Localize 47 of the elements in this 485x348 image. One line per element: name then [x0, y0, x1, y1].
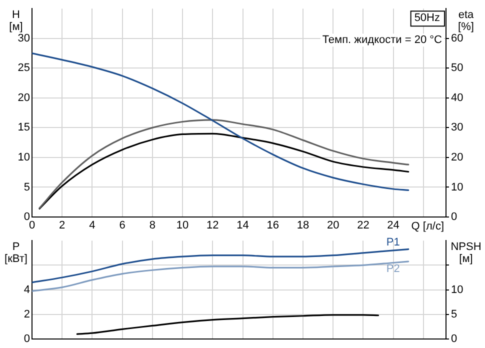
y2-tick-label: 20 [451, 151, 464, 164]
series-label: P2 [386, 263, 400, 276]
x-tick-label: 16 [266, 220, 279, 232]
x-tick-label: 12 [206, 220, 219, 232]
line-series [32, 52, 410, 192]
x-tick-label: 20 [326, 220, 340, 232]
line-series [32, 260, 410, 292]
line-series [76, 314, 380, 335]
y2-tick-label: 50 [451, 62, 464, 74]
x-tick-label: 18 [296, 220, 310, 232]
x-tick-label: 10 [176, 220, 189, 232]
annotation: Темп. жидкости = 20 °C [322, 34, 442, 46]
x-tick-label: 4 [89, 220, 96, 232]
y-axis-title: P [кВт] [4, 241, 28, 266]
y2-axis-title: eta [%] [458, 9, 475, 34]
y2-tick-label: 5 [451, 308, 458, 320]
line-series [38, 119, 410, 209]
y-axis-title: H [м] [9, 9, 23, 34]
y-tick-label: 4 [24, 284, 30, 296]
y-tick-label: 25 [18, 62, 30, 74]
y-tick-label: 15 [18, 122, 30, 134]
x-tick-label: 2 [59, 220, 66, 232]
x-tick-label: 14 [236, 220, 249, 232]
series-label: P1 [386, 236, 400, 249]
y-tick-label: 10 [18, 151, 30, 164]
y2-axis-title: NPSH [м] [450, 241, 482, 266]
y2-tick-label: 10 [451, 284, 464, 296]
y2-tick-label: 40 [451, 92, 464, 104]
y-tick-label: 20 [18, 92, 30, 104]
x-tick-label: 24 [387, 220, 400, 232]
x-tick-label: 8 [149, 220, 156, 232]
y2-tick-label: 0 [451, 333, 458, 346]
x-tick-label: 22 [357, 220, 370, 232]
line-series [38, 132, 410, 210]
y2-tick-label: 0 [451, 211, 458, 224]
chart-title: 50Hz [414, 12, 440, 24]
line-series [32, 248, 410, 284]
y2-tick-label: 10 [451, 181, 464, 194]
y2-tick-label: 30 [451, 122, 464, 134]
x-tick-label: 6 [119, 220, 126, 232]
y-tick-label: 2 [24, 308, 30, 320]
y-tick-label: 0 [24, 333, 30, 346]
y-tick-label: 0 [24, 211, 30, 224]
y-tick-label: 5 [24, 181, 30, 194]
x-axis-title: Q [л/с] [411, 220, 444, 233]
y2-tick-label: 60 [451, 32, 464, 44]
y-tick-label: 30 [18, 32, 30, 44]
